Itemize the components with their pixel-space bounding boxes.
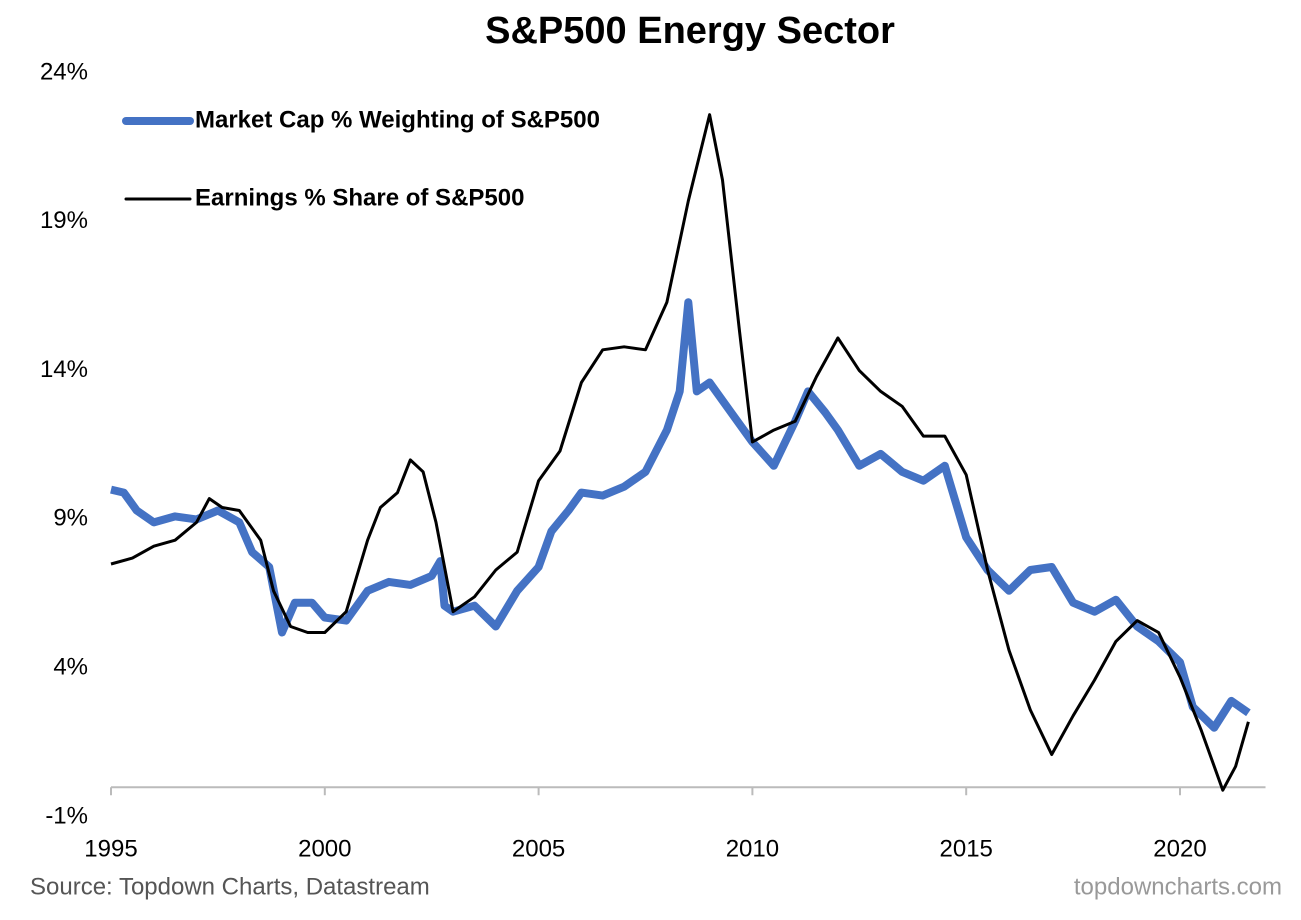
y-tick-label: 9%	[53, 505, 88, 532]
chart-title: S&P500 Energy Sector	[485, 10, 895, 52]
y-tick-label: 4%	[53, 654, 88, 681]
legend-label: Earnings % Share of S&P500	[195, 184, 524, 211]
y-tick-label: -1%	[45, 802, 88, 829]
x-tick-label: 2010	[726, 835, 779, 862]
source: Source: Topdown Charts, Datastream	[30, 873, 430, 900]
x-tick-label: 2000	[298, 835, 351, 862]
series-line	[110, 113, 1250, 792]
legend-label: Market Cap % Weighting of S&P500	[195, 106, 600, 133]
y-tick-label: 24%	[40, 58, 88, 85]
y-tick-label: 19%	[40, 207, 88, 234]
x-tick-label: 2015	[940, 835, 993, 862]
x-tick-label: 2020	[1153, 835, 1206, 862]
series-line	[110, 298, 1251, 732]
x-tick-label: 1995	[84, 835, 137, 862]
y-tick-label: 14%	[40, 356, 88, 383]
watermark: topdowncharts.com	[1074, 873, 1282, 900]
x-tick-label: 2005	[512, 835, 565, 862]
